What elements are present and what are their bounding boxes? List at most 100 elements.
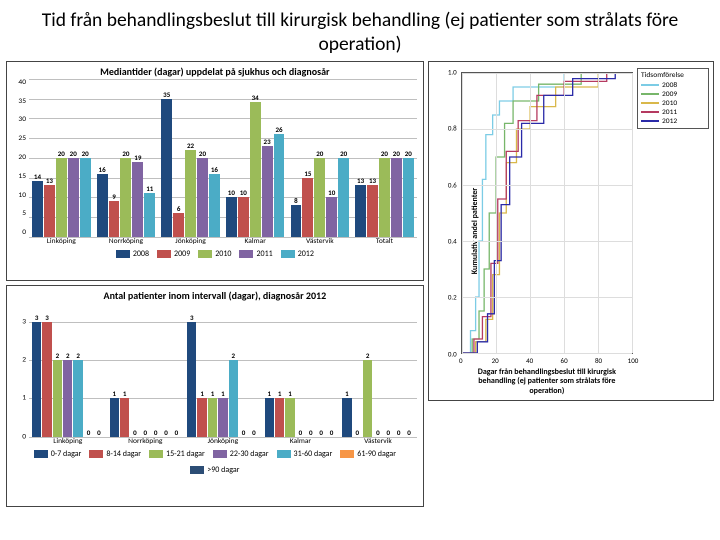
- chart-c-legend-title: Tidsomförelse: [641, 71, 705, 80]
- bar: [187, 322, 196, 437]
- legend-item: 2010: [198, 249, 231, 259]
- bar-value-label: 0: [97, 429, 101, 436]
- chart-c-legend: Tidsomförelse 20082009201020112012: [637, 68, 709, 129]
- bar: [285, 398, 294, 436]
- bar: [53, 360, 62, 437]
- bar-value-label: 20: [316, 150, 323, 157]
- bar-value-label: 0: [154, 429, 158, 436]
- bar-value-label: 1: [112, 390, 116, 397]
- bar-value-label: 3: [35, 314, 39, 321]
- bar-value-label: 20: [122, 150, 129, 157]
- legend-line-swatch: [641, 102, 659, 104]
- series-line-2008: [462, 73, 632, 353]
- legend-line-swatch: [641, 111, 659, 113]
- legend-item: 2008: [641, 81, 705, 90]
- bar-value-label: 26: [275, 126, 282, 133]
- bar: [173, 213, 184, 237]
- bar: [342, 398, 351, 436]
- bar-value-label: 14: [34, 173, 41, 180]
- bar: [56, 158, 67, 237]
- bar-value-label: 34: [252, 94, 259, 101]
- bar-value-label: 13: [369, 177, 376, 184]
- bar-value-label: 10: [240, 189, 247, 196]
- bar-value-label: 11: [146, 185, 153, 192]
- x-label: Jönköping: [158, 237, 223, 246]
- bar: [80, 158, 91, 237]
- chart-b-x-labels: LinköpingNorrköpingJönköpingKalmarVäster…: [29, 437, 417, 446]
- legend-swatch: [340, 450, 354, 458]
- bar: [302, 178, 313, 237]
- legend-line-swatch: [641, 84, 659, 86]
- x-label: Totalt: [352, 237, 417, 246]
- series-line-2012: [462, 73, 632, 353]
- bar: [97, 174, 108, 237]
- bar-value-label: 0: [175, 429, 179, 436]
- legend-swatch: [213, 450, 227, 458]
- bar-value-label: 20: [381, 150, 388, 157]
- bar: [226, 197, 237, 237]
- bar-value-label: 2: [76, 352, 80, 359]
- bar: [291, 205, 302, 237]
- bar-value-label: 13: [46, 177, 53, 184]
- chart-b-y-axis: 3210: [7, 303, 29, 437]
- bar: [391, 158, 402, 237]
- bar-value-label: 13: [357, 177, 364, 184]
- chart-b-bars: 33222001100000311120011100001020000: [29, 303, 417, 437]
- series-line-2011: [462, 73, 632, 353]
- bar: [238, 197, 249, 237]
- left-column: Mediantider (dagar) uppdelat på sjukhus …: [6, 61, 424, 507]
- bar: [314, 158, 325, 237]
- bar: [161, 99, 172, 237]
- bar: [63, 360, 72, 437]
- right-column: Kumulativ andel patienter 0.00.20.40.60.…: [424, 61, 714, 507]
- bar: [32, 181, 43, 236]
- chart-a-bars: 1413202020169201911356222016101034232681…: [29, 79, 417, 237]
- legend-swatch: [281, 250, 295, 258]
- bar: [208, 398, 217, 436]
- bar-value-label: 1: [288, 390, 292, 397]
- bar-value-label: 1: [211, 390, 215, 397]
- legend-swatch: [89, 450, 103, 458]
- bar: [363, 360, 372, 437]
- bar: [120, 398, 129, 436]
- x-label: Linköping: [29, 237, 94, 246]
- bar-value-label: 22: [187, 142, 194, 149]
- bar: [144, 193, 155, 236]
- bar: [250, 102, 261, 236]
- bar-value-label: 20: [405, 150, 412, 157]
- bar: [68, 158, 79, 237]
- bar-value-label: 1: [200, 390, 204, 397]
- legend-swatch: [34, 450, 48, 458]
- bar-value-label: 0: [87, 429, 91, 436]
- median-times-chart: Mediantider (dagar) uppdelat på sjukhus …: [6, 61, 424, 281]
- bar-value-label: 2: [366, 352, 370, 359]
- bar-value-label: 1: [123, 390, 127, 397]
- chart-c-plot: [461, 72, 633, 354]
- legend-item: 2009: [157, 249, 190, 259]
- bar: [44, 185, 55, 236]
- legend-item: 0-7 dagar: [34, 449, 82, 459]
- chart-c-xlabel: Dagar från behandlingsbeslut till kirurg…: [461, 368, 633, 396]
- bar-value-label: 23: [264, 138, 271, 145]
- bar: [32, 322, 41, 437]
- bar: [338, 158, 349, 237]
- bar: [379, 158, 390, 237]
- x-label: Norrköping: [94, 237, 159, 246]
- bar-value-label: 20: [393, 150, 400, 157]
- bar: [109, 201, 120, 237]
- bar-value-label: 10: [328, 189, 335, 196]
- bar-value-label: 20: [199, 150, 206, 157]
- bar: [197, 398, 206, 436]
- bar-value-label: 3: [190, 314, 194, 321]
- bar-value-label: 1: [345, 390, 349, 397]
- bar-value-label: 2: [56, 352, 60, 359]
- series-line-2010: [462, 73, 632, 353]
- bar-value-label: 0: [242, 429, 246, 436]
- legend-item: 61-90 dagar: [340, 449, 396, 459]
- bar-value-label: 8: [294, 197, 298, 204]
- bar: [132, 162, 143, 237]
- bar-value-label: 0: [299, 429, 303, 436]
- bar-value-label: 1: [278, 390, 282, 397]
- bar: [229, 360, 238, 437]
- legend-item: 15-21 dagar: [149, 449, 205, 459]
